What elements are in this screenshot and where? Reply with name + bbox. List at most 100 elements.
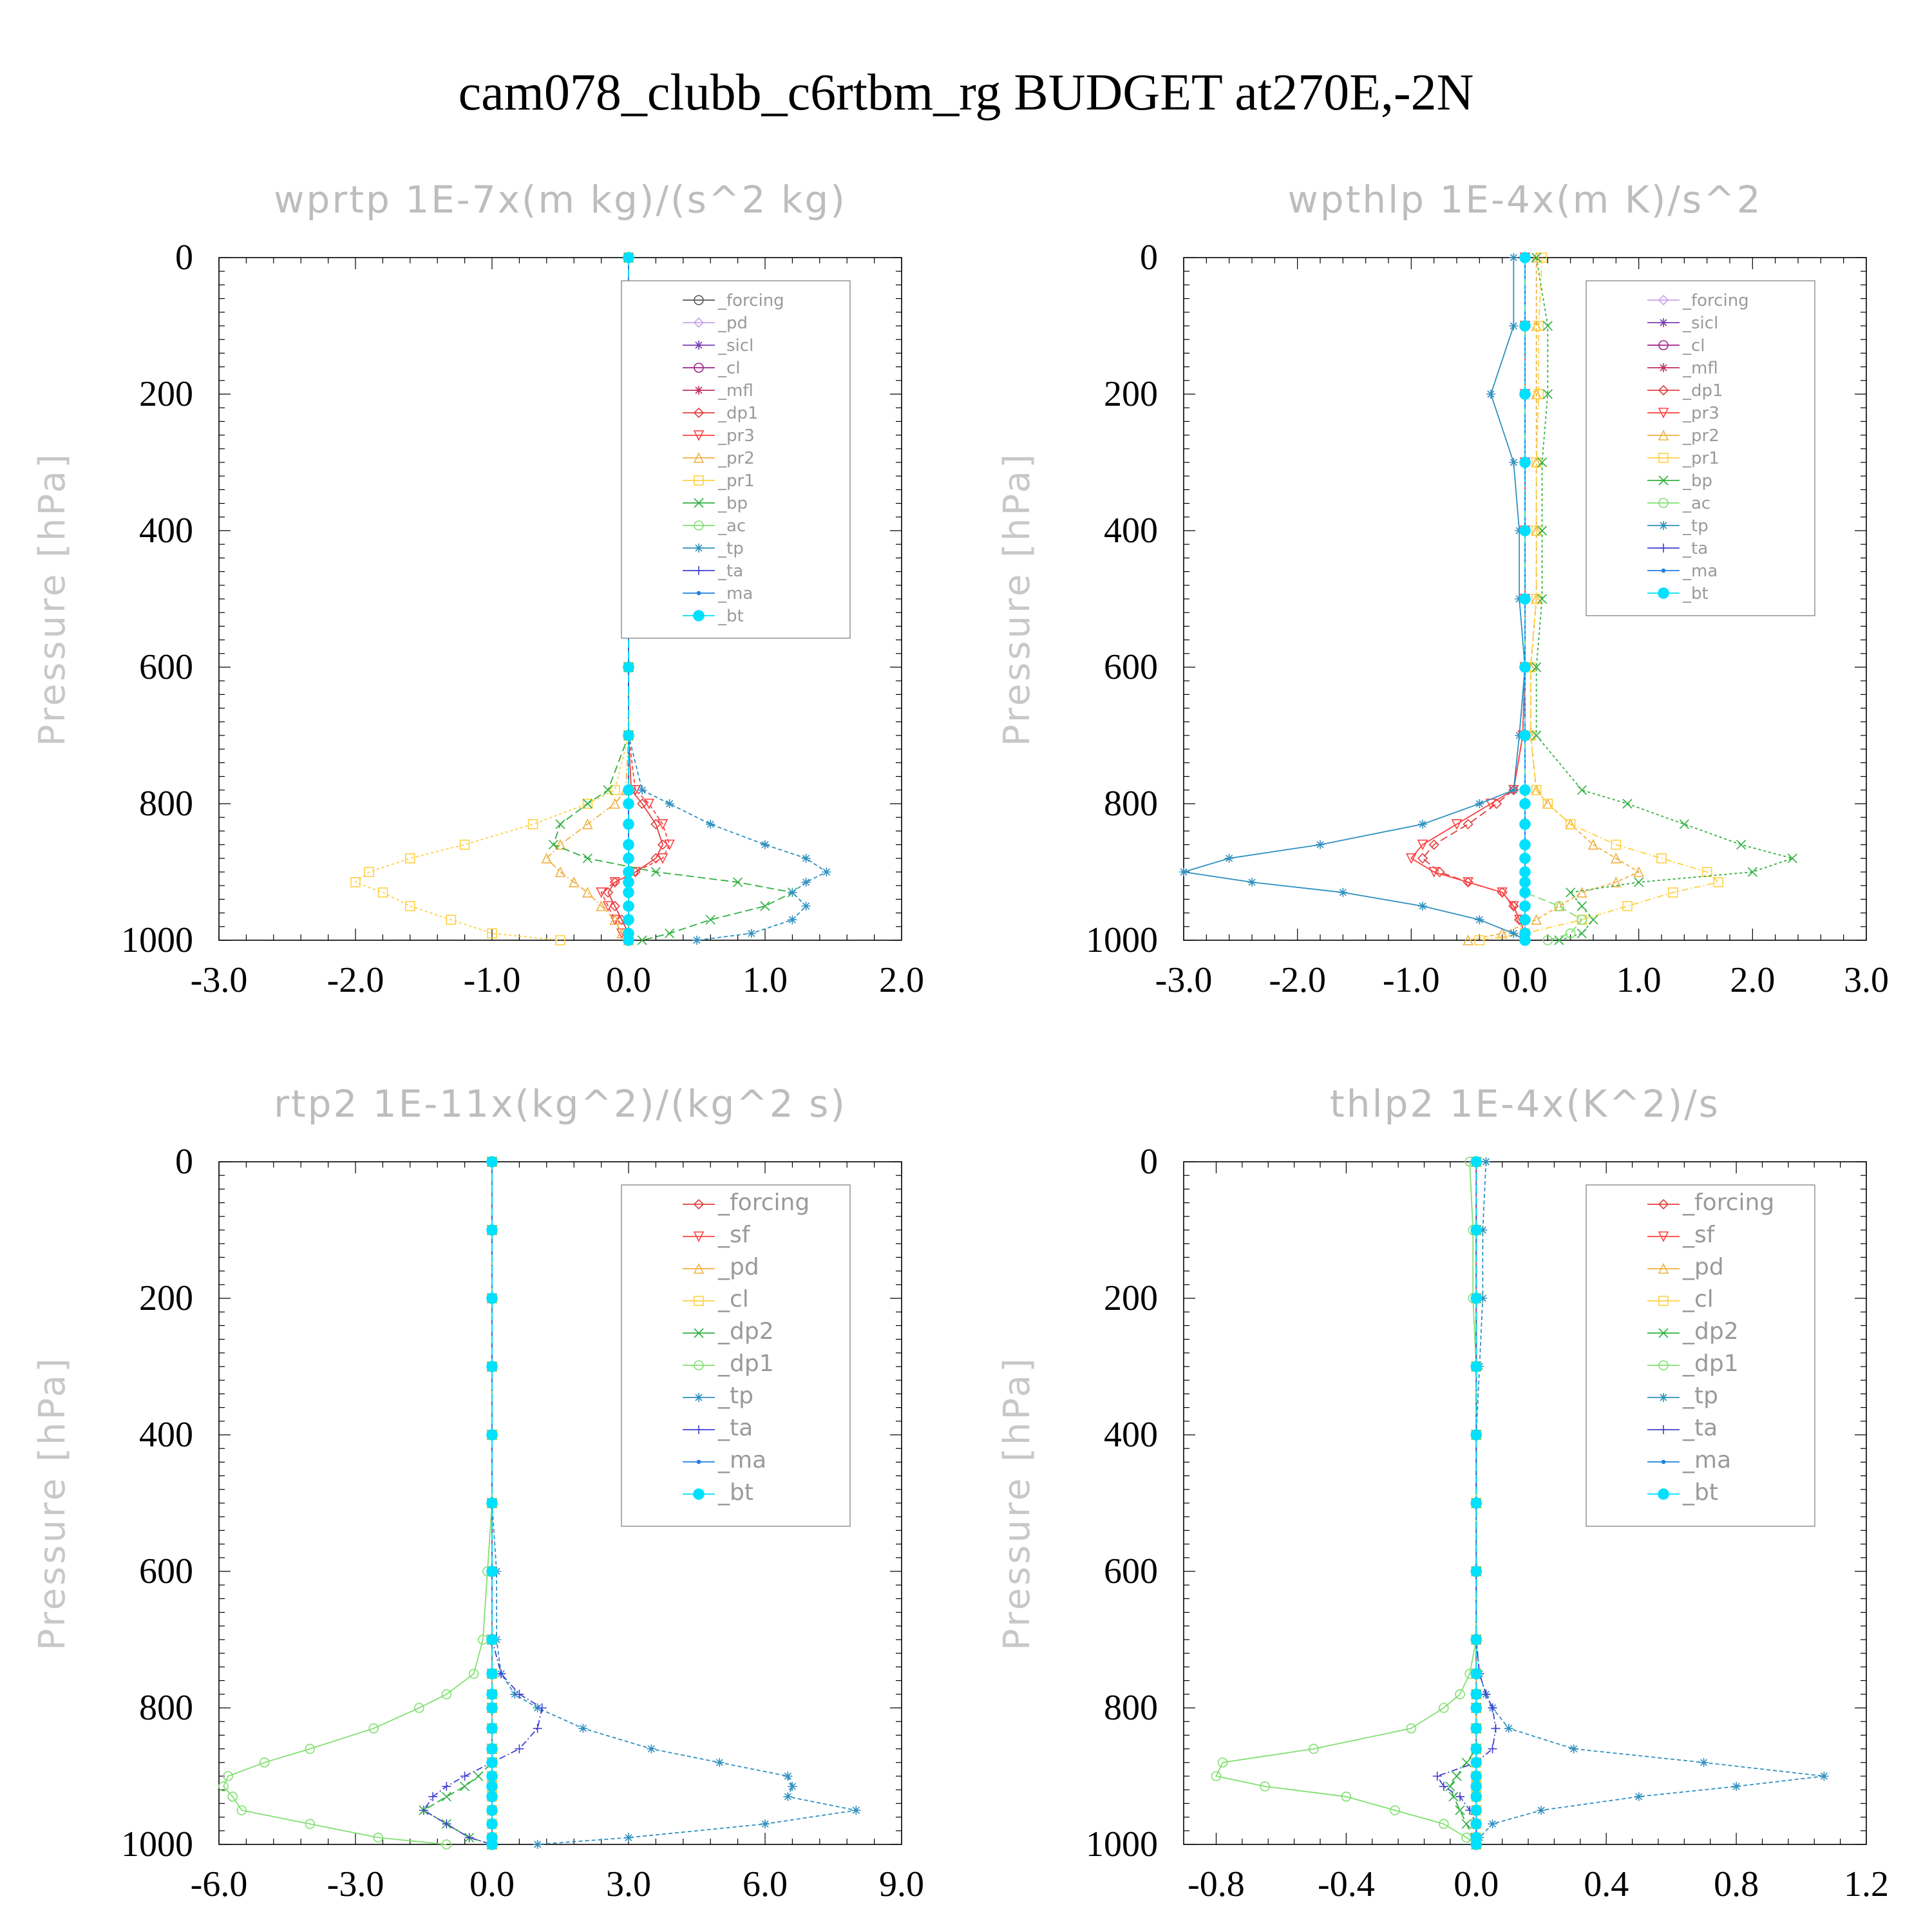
y-tick-label: 800 <box>139 1688 193 1728</box>
data-point <box>555 935 565 945</box>
legend-marker <box>696 591 701 596</box>
x-tick-label: 0.0 <box>606 960 651 1000</box>
data-point <box>419 1806 428 1815</box>
data-point <box>442 1781 451 1791</box>
data-point <box>548 840 558 850</box>
data-point <box>1470 1804 1482 1816</box>
data-point <box>1519 798 1531 810</box>
data-point <box>1497 887 1508 898</box>
legend-label: _dp1 <box>1682 381 1723 401</box>
data-point <box>486 1781 498 1792</box>
legend-box <box>1586 280 1815 616</box>
data-point <box>1341 1792 1352 1802</box>
legend-marker <box>693 1198 705 1210</box>
data-point <box>1577 785 1587 795</box>
panel-title: rtp2 1E-11x(kg^2)/(kg^2 s) <box>274 1082 847 1126</box>
data-point <box>1554 901 1564 911</box>
data-point <box>486 1743 498 1755</box>
legend-label: _ta <box>1682 1415 1718 1441</box>
data-point <box>1481 1689 1491 1699</box>
data-point <box>486 1757 498 1768</box>
legend-label: _pd <box>717 1254 759 1280</box>
data-point <box>1611 876 1622 887</box>
legend-marker <box>1661 1459 1666 1464</box>
data-point <box>1486 390 1495 399</box>
data-point <box>1531 730 1542 741</box>
data-point <box>582 853 592 864</box>
legend-marker <box>1658 1360 1669 1370</box>
data-point <box>533 1723 542 1733</box>
data-point <box>801 877 811 887</box>
data-point <box>1537 594 1548 604</box>
data-point <box>623 838 634 851</box>
data-point <box>1463 819 1473 829</box>
legend-marker <box>1658 1198 1669 1210</box>
legend-label: _bt <box>717 1479 753 1506</box>
data-point <box>1565 819 1576 829</box>
legend-label: _ta <box>717 1415 753 1441</box>
data-point <box>486 1497 498 1509</box>
legend-marker <box>694 295 704 305</box>
x-tick-label: -3.0 <box>1155 960 1213 1000</box>
data-point <box>1699 1757 1709 1767</box>
legend-label: _forcing <box>1682 1189 1774 1216</box>
data-point <box>1713 877 1724 887</box>
data-point <box>624 1833 633 1842</box>
data-point <box>746 929 756 938</box>
data-point <box>1428 839 1439 850</box>
data-point <box>446 914 457 925</box>
legend-label: _bt <box>1682 1479 1718 1506</box>
data-point <box>218 1781 229 1792</box>
data-point <box>1406 853 1417 864</box>
data-point <box>657 819 668 830</box>
data-point <box>555 819 565 829</box>
legend-marker <box>694 386 703 395</box>
legend-label: _mfl <box>717 381 753 401</box>
data-point <box>1418 902 1427 911</box>
data-point <box>486 1702 498 1714</box>
x-tick-label: 2.0 <box>879 960 924 1000</box>
data-point <box>603 887 614 898</box>
data-point <box>1470 1224 1482 1236</box>
data-point <box>1519 853 1531 864</box>
data-point <box>609 877 621 888</box>
data-point <box>537 1703 547 1712</box>
data-point <box>1448 1792 1459 1802</box>
data-point <box>1406 1723 1417 1734</box>
legend-marker <box>694 566 703 575</box>
data-point <box>1445 1781 1455 1792</box>
data-point <box>1569 1744 1578 1754</box>
data-point <box>596 887 607 898</box>
data-point <box>623 900 634 912</box>
data-point <box>1566 887 1576 898</box>
data-point <box>1470 1702 1482 1714</box>
data-point <box>1509 785 1519 795</box>
data-point <box>1470 1770 1482 1782</box>
data-point <box>1531 785 1542 795</box>
data-point <box>1470 1293 1482 1304</box>
data-point <box>1247 877 1256 887</box>
data-point <box>486 1804 498 1816</box>
y-tick-label: 200 <box>139 374 193 414</box>
data-point <box>486 1361 498 1372</box>
legend-marker <box>694 341 703 350</box>
data-point <box>582 819 593 829</box>
data-point <box>364 867 375 877</box>
data-point <box>1470 1757 1482 1768</box>
data-point <box>441 1689 452 1700</box>
data-point <box>259 1757 270 1768</box>
data-point <box>637 935 647 945</box>
x-tick-label: 2.0 <box>1730 960 1775 1000</box>
data-point <box>1587 838 1599 850</box>
data-point <box>1478 1294 1488 1303</box>
data-point <box>442 1819 451 1829</box>
legend-label: _dp2 <box>717 1318 774 1345</box>
data-point <box>788 887 797 897</box>
data-point <box>486 1723 498 1734</box>
data-point <box>1679 819 1689 829</box>
data-point <box>486 1293 498 1304</box>
data-point <box>459 839 470 850</box>
data-point <box>761 1819 770 1829</box>
data-point <box>1542 799 1553 809</box>
data-point <box>1531 594 1542 604</box>
